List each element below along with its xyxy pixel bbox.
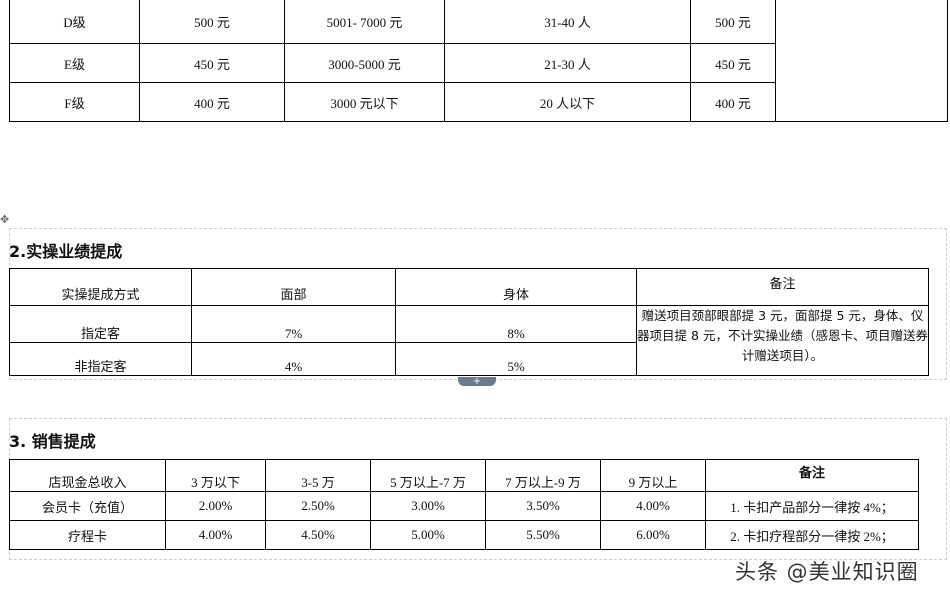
- cell: 20 人以下: [444, 82, 691, 122]
- cell: D级: [9, 0, 140, 44]
- cell: 400 元: [690, 82, 776, 122]
- cell: 2.00%: [165, 491, 266, 521]
- cell: 3000 元以下: [284, 82, 445, 122]
- cell: 8%: [395, 305, 637, 343]
- cell: 4%: [191, 342, 396, 376]
- header-cell: 备注: [705, 459, 919, 492]
- header-cell: 5 万以上-7 万: [370, 459, 486, 492]
- header-cell: 店现金总收入: [9, 459, 166, 492]
- cell: 4.00%: [600, 491, 706, 521]
- cell: 6.00%: [600, 520, 706, 550]
- cell: 21-30 人: [444, 43, 691, 83]
- cell: 450 元: [139, 43, 285, 83]
- header-cell: 7 万以上-9 万: [485, 459, 601, 492]
- cell: 疗程卡: [9, 520, 166, 550]
- cell: 3.50%: [485, 491, 601, 521]
- cell: 非指定客: [9, 342, 192, 376]
- cell: 5.00%: [370, 520, 486, 550]
- cell: 500 元: [139, 0, 285, 44]
- header-cell: 身体: [395, 268, 637, 306]
- header-cell: 面部: [191, 268, 396, 306]
- cell: 31-40 人: [444, 0, 691, 44]
- watermark: 头条 @美业知识圈: [735, 560, 919, 584]
- section-title: 2.实操业绩提成: [9, 242, 123, 261]
- cell: 3000-5000 元: [284, 43, 445, 83]
- cell: 1. 卡扣产品部分一律按 4%；: [705, 491, 919, 521]
- header-cell: 实操提成方式: [9, 268, 192, 306]
- header-cell: 3-5 万: [265, 459, 371, 492]
- operation-commission-table: 实操提成方式 面部 身体 备注 指定客 7% 8% 赠送项目颈部眼部提 3 元，面部提 5 …: [9, 268, 929, 376]
- empty-cell: [775, 0, 948, 122]
- cell: 指定客: [9, 305, 192, 343]
- cell: 500 元: [690, 0, 776, 44]
- cell: 450 元: [690, 43, 776, 83]
- cell: E级: [9, 43, 140, 83]
- cell: 会员卡（充值）: [9, 491, 166, 521]
- cell: 4.50%: [265, 520, 371, 550]
- cell: 5.50%: [485, 520, 601, 550]
- cell: 4.00%: [165, 520, 266, 550]
- add-row-handle[interactable]: +: [458, 377, 496, 387]
- header-cell: 9 万以上: [600, 459, 706, 492]
- cell: 2.50%: [265, 491, 371, 521]
- cell: 2. 卡扣疗程部分一律按 2%；: [705, 520, 919, 550]
- section-title: 3. 销售提成: [9, 432, 96, 451]
- header-cell: 备注: [636, 268, 929, 306]
- cell: F级: [9, 82, 140, 122]
- cell: 7%: [191, 305, 396, 343]
- note-cell: 赠送项目颈部眼部提 3 元，面部提 5 元，身体、仪器项目提 8 元，不计实操业…: [636, 305, 929, 376]
- cell: 5001- 7000 元: [284, 0, 445, 44]
- header-cell: 3 万以下: [165, 459, 266, 492]
- cell: 3.00%: [370, 491, 486, 521]
- cell: 5%: [395, 342, 637, 376]
- cell: 400 元: [139, 82, 285, 122]
- table-move-icon[interactable]: ✥: [0, 213, 10, 226]
